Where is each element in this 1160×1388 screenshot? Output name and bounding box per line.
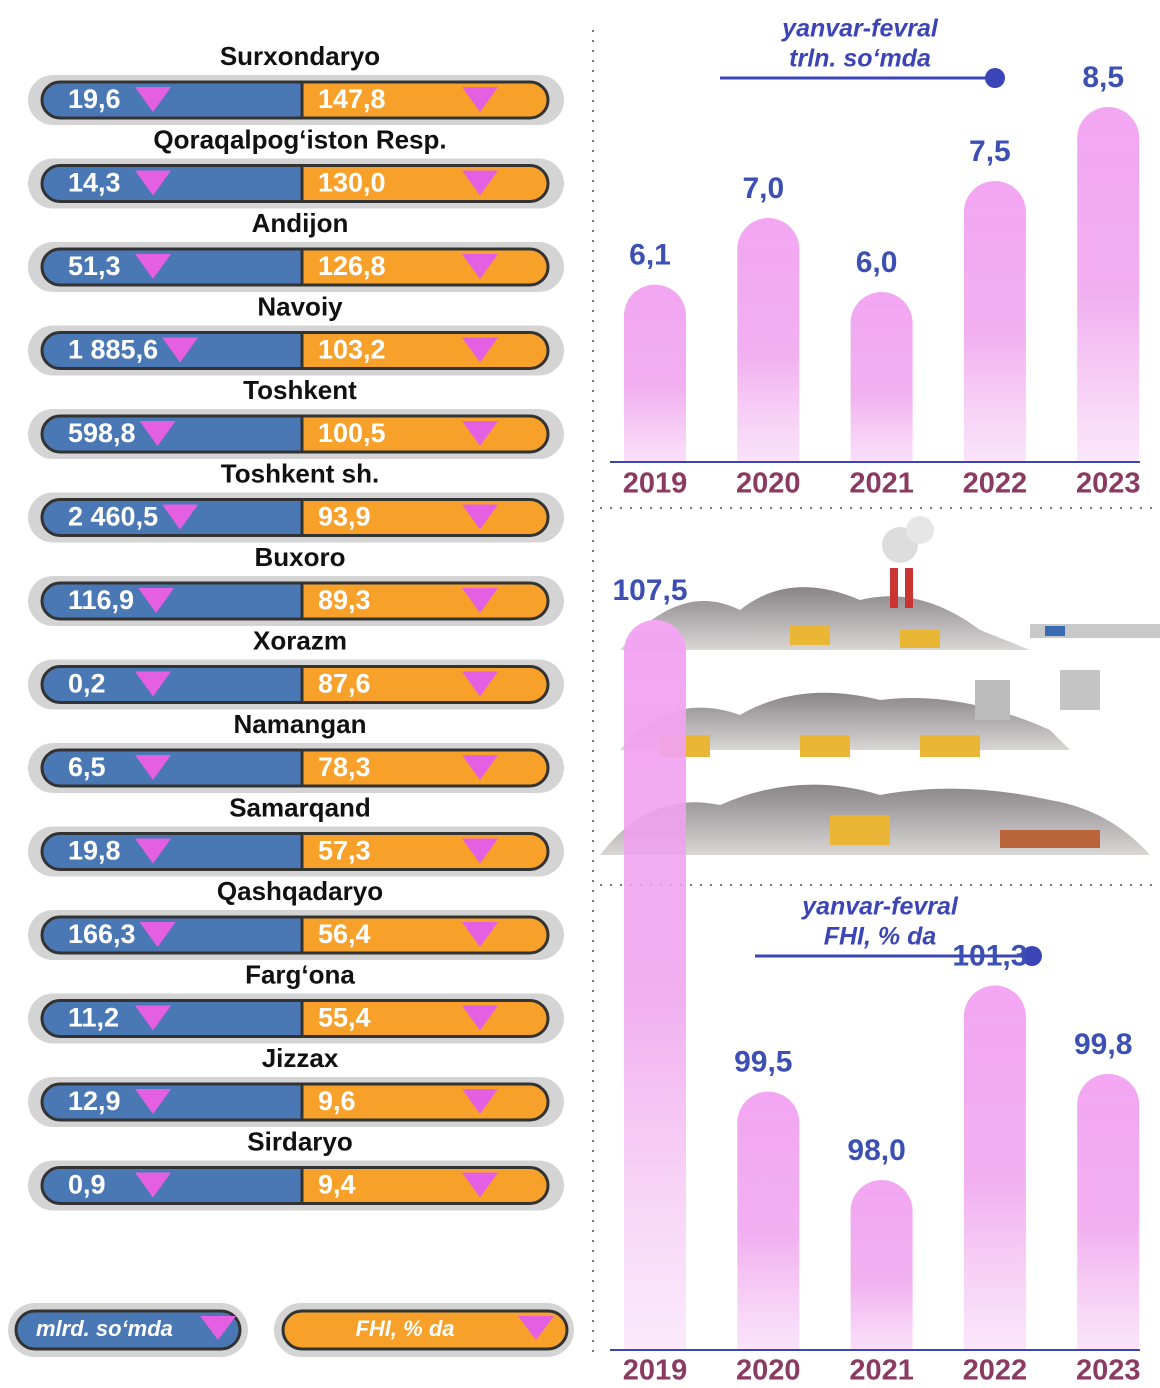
x-tick-label: 2022 — [963, 1355, 1028, 1383]
index-value: 55,4 — [318, 1003, 371, 1033]
value-label: 6,1 — [629, 239, 671, 272]
volume-value: 11,2 — [68, 1003, 119, 1033]
region-name: Buxoro — [255, 542, 346, 572]
volume-value: 598,8 — [68, 418, 136, 448]
value-label: 6,0 — [856, 246, 898, 279]
index-value: 147,8 — [318, 84, 386, 114]
volume-value: 2 460,5 — [68, 502, 158, 532]
bar — [737, 1092, 799, 1381]
chart-subtitle: yanvar-fevral — [800, 893, 959, 921]
value-label: 107,5 — [612, 574, 687, 607]
volume-value: 116,9 — [68, 585, 134, 615]
x-tick-label: 2020 — [736, 1355, 801, 1383]
region-name: Farg‘ona — [245, 959, 355, 989]
region-name: Navoiy — [257, 291, 343, 321]
x-tick-label: 2019 — [623, 1355, 688, 1383]
volume-value: 19,8 — [68, 836, 121, 866]
region-name: Toshkent sh. — [221, 458, 379, 488]
volume-value: 6,5 — [68, 752, 106, 782]
volume-value: 51,3 — [68, 251, 121, 281]
region-name: Sirdaryo — [247, 1126, 353, 1156]
index-value: 87,6 — [318, 669, 371, 699]
chart-unit: FHI, % da — [824, 923, 937, 951]
value-label: 101,3 — [952, 939, 1027, 972]
chart-subtitle: yanvar-fevral — [780, 15, 939, 43]
bar — [1077, 1074, 1139, 1381]
index-value: 89,3 — [318, 585, 371, 615]
x-tick-label: 2023 — [1076, 468, 1141, 500]
volume-value: 19,6 — [68, 84, 121, 114]
value-label: 98,0 — [847, 1134, 905, 1167]
index-value: 93,9 — [318, 502, 371, 532]
volume-value: 166,3 — [68, 919, 136, 949]
bar — [1077, 107, 1139, 493]
region-name: Surxondaryo — [220, 41, 380, 71]
index-value: 9,4 — [318, 1170, 356, 1200]
x-tick-label: 2023 — [1076, 1355, 1141, 1383]
index-value: 126,8 — [318, 251, 386, 281]
volume-value: 1 885,6 — [68, 335, 158, 365]
legend-label: mlrd. so‘mda — [36, 1316, 173, 1341]
legend-label: FHI, % da — [355, 1316, 454, 1341]
bar — [964, 985, 1026, 1381]
volume-value: 12,9 — [68, 1086, 121, 1116]
region-name: Jizzax — [262, 1043, 339, 1073]
index-value: 78,3 — [318, 752, 371, 782]
value-label: 7,0 — [742, 172, 784, 205]
region-name: Xorazm — [253, 625, 347, 655]
x-tick-label: 2022 — [963, 468, 1028, 500]
x-tick-label: 2019 — [623, 468, 688, 500]
bar — [737, 218, 799, 493]
x-tick-label: 2020 — [736, 468, 801, 500]
index-value: 56,4 — [318, 919, 371, 949]
legend: mlrd. so‘mda FHI, % da — [8, 1303, 574, 1357]
region-name: Andijon — [252, 208, 349, 238]
chart-unit: trln. so‘mda — [789, 45, 931, 73]
value-label: 7,5 — [969, 135, 1011, 168]
region-name: Qashqadaryo — [217, 876, 383, 906]
region-name: Samarqand — [229, 792, 371, 822]
volume-value: 14,3 — [68, 168, 121, 198]
value-label: 8,5 — [1082, 61, 1124, 94]
value-label: 99,5 — [734, 1046, 792, 1079]
legend-dot — [985, 68, 1005, 88]
bar — [624, 620, 686, 1381]
volume-value: 0,2 — [68, 669, 106, 699]
volume-value: 0,9 — [68, 1170, 106, 1200]
x-tick-label: 2021 — [849, 1355, 914, 1383]
index-value: 57,3 — [318, 836, 371, 866]
index-value: 103,2 — [318, 335, 386, 365]
index-value: 130,0 — [318, 168, 386, 198]
bar — [964, 181, 1026, 493]
value-label: 99,8 — [1074, 1028, 1132, 1061]
region-name: Namangan — [234, 709, 367, 739]
index-value: 100,5 — [318, 418, 386, 448]
x-tick-label: 2021 — [849, 468, 914, 500]
index-value: 9,6 — [318, 1086, 356, 1116]
region-name: Toshkent — [243, 375, 357, 405]
infographic: mlrd. so‘mda FHI, % da Surxondaryo 19,6 14… — [0, 0, 1160, 1383]
region-name: Qoraqalpog‘iston Resp. — [153, 124, 446, 154]
